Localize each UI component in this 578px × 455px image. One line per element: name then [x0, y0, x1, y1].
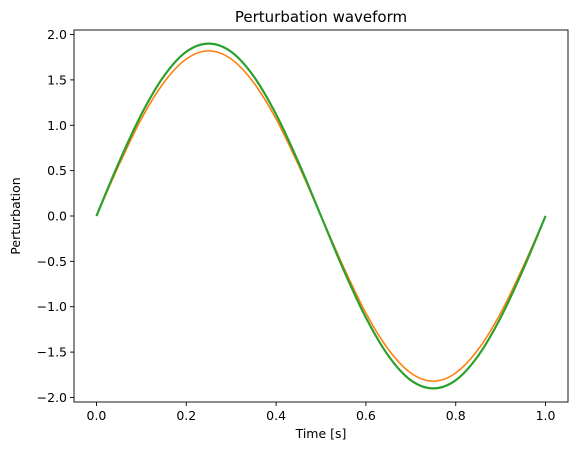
x-tick-label: 0.4	[266, 408, 286, 423]
series-layer	[95, 42, 547, 390]
series-line-2	[95, 42, 547, 390]
x-axis-label: Time [s]	[295, 426, 347, 441]
y-axis-label: Perturbation	[8, 177, 23, 254]
y-tick-label: −1.0	[37, 299, 67, 314]
y-tick-label: −1.5	[37, 345, 67, 360]
x-tick-label: 0.0	[87, 408, 107, 423]
x-tick-label: 0.6	[356, 408, 376, 423]
axes-layer: 0.0 0.2 0.4 0.6 0.8 1.0 −2.0 −1.5 −1.0 −0.5 0.0 0.5…	[37, 27, 569, 423]
y-tick-label: −2.0	[37, 390, 67, 405]
x-tick-label: 0.2	[176, 408, 196, 423]
y-tick-label: −0.5	[37, 254, 67, 269]
chart-title: Perturbation waveform	[235, 8, 407, 26]
y-tick-label: 0.5	[47, 163, 67, 178]
y-tick-label: 1.0	[47, 118, 67, 133]
x-tick-label: 1.0	[536, 408, 556, 423]
y-tick-label: 0.0	[47, 209, 67, 224]
y-tick-label: 2.0	[47, 27, 67, 42]
x-tick-label: 0.8	[446, 408, 466, 423]
y-tick-label: 1.5	[47, 72, 67, 87]
